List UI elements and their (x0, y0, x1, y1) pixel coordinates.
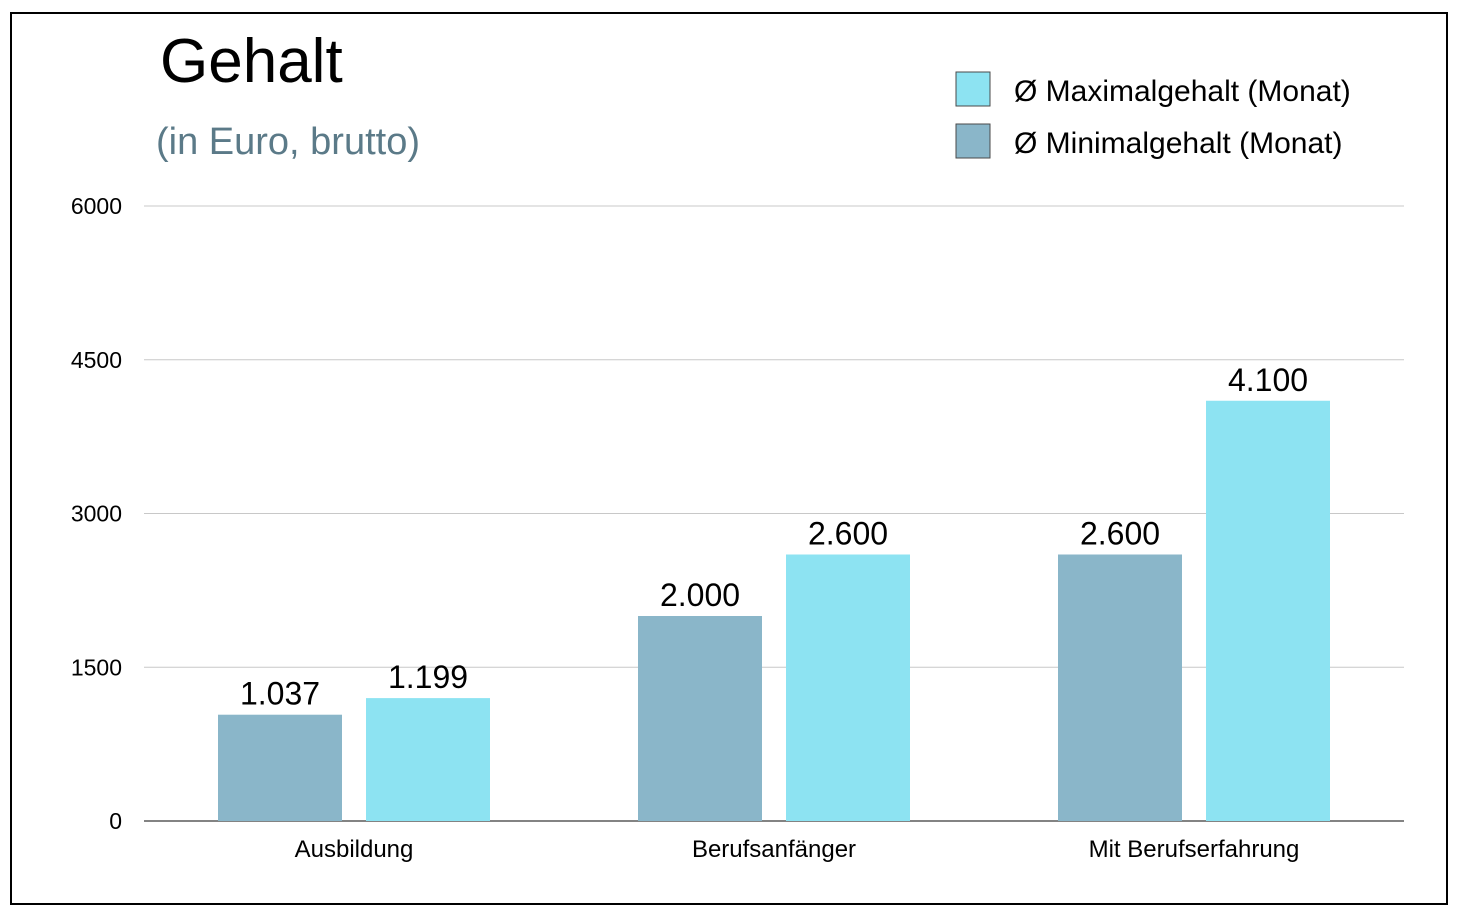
bar (366, 698, 490, 821)
legend-swatch (955, 123, 991, 159)
y-tick-label: 3000 (71, 501, 122, 527)
bar-value-label: 2.600 (808, 516, 888, 552)
x-category-label: Mit Berufserfahrung (1089, 836, 1300, 863)
y-tick-label: 6000 (71, 193, 122, 219)
chart-subtitle: (in Euro, brutto) (156, 121, 420, 163)
bar-value-label: 2.000 (660, 577, 740, 613)
bar-value-label: 1.037 (240, 676, 320, 712)
chart-title: Gehalt (160, 27, 343, 96)
bar (786, 554, 910, 821)
bar (638, 616, 762, 821)
y-axis: 0 1500 3000 4500 6000 (71, 193, 122, 834)
y-tick-label: 0 (109, 808, 122, 834)
bar (1058, 554, 1182, 821)
y-tick-label: 1500 (71, 654, 122, 680)
bars (218, 400, 1330, 821)
x-category-label: Berufsanfänger (692, 836, 856, 863)
bar (1206, 400, 1330, 821)
legend-label: Ø Maximalgehalt (Monat) (1014, 75, 1351, 108)
x-category-label: Ausbildung (295, 836, 414, 863)
gridlines (144, 205, 1404, 822)
chart: Gehalt (in Euro, brutto) Ø Maximalgehalt… (71, 27, 1404, 863)
bar-value-label: 4.100 (1228, 362, 1308, 398)
legend: Ø Maximalgehalt (Monat) Ø Minimalgehalt (… (955, 71, 1351, 160)
bar-value-label: 1.199 (388, 659, 468, 695)
x-axis: Ausbildung Berufsanfänger Mit Berufserfahr… (295, 836, 1300, 863)
y-tick-label: 4500 (71, 347, 122, 373)
bar (218, 714, 342, 821)
legend-swatch (955, 71, 991, 107)
legend-label: Ø Minimalgehalt (Monat) (1014, 127, 1342, 160)
chart-frame: Gehalt (in Euro, brutto) Ø Maximalgehalt… (10, 12, 1448, 905)
bar-value-label: 2.600 (1080, 516, 1160, 552)
value-labels: 1.037 1.199 2.000 2.600 2.600 4.100 (240, 362, 1308, 712)
